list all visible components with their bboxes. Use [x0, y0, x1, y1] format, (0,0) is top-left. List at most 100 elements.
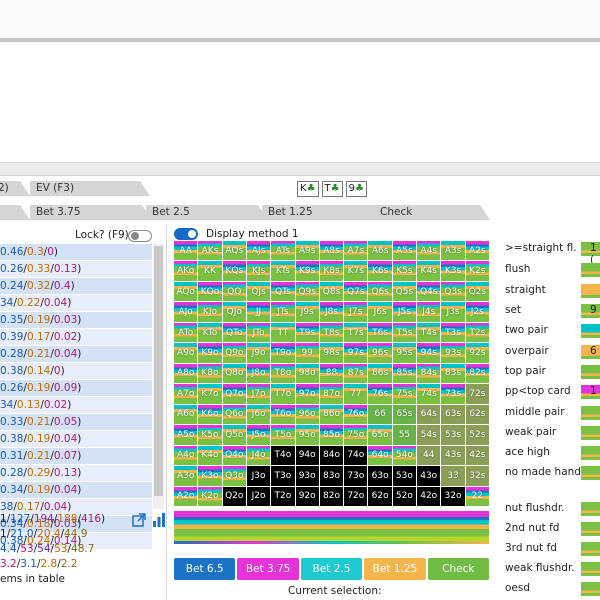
hand-cell[interactable]: 75o [344, 425, 368, 445]
bar-chart-icon[interactable] [152, 513, 166, 527]
hand-cell[interactable]: Q8s [319, 281, 344, 302]
hand-cell[interactable]: Q5o [222, 425, 246, 445]
hand-cell[interactable]: 54o [392, 445, 417, 466]
ev-row[interactable]: 0.38/0.14/0) [0, 363, 152, 380]
hand-cell[interactable]: 97o [295, 384, 319, 404]
hand-cell[interactable]: A4o [174, 445, 198, 466]
hand-cell[interactable]: A7o [174, 384, 198, 404]
hand-cell[interactable]: 96o [295, 404, 319, 425]
hand-cell[interactable]: KJo [198, 302, 222, 322]
hand-cell[interactable]: 52s [465, 425, 489, 445]
hand-cell[interactable]: J7s [344, 302, 368, 322]
hand-cell[interactable]: 85o [319, 425, 344, 445]
hand-cell[interactable]: 42o [417, 486, 441, 506]
hand-cell[interactable]: T8s [319, 322, 344, 343]
hand-cell[interactable]: 55 [392, 425, 417, 445]
hand-cell[interactable]: 86o [319, 404, 344, 425]
hand-cell[interactable]: J5o [246, 425, 271, 445]
hand-cell[interactable]: 83o [319, 466, 344, 486]
hand-cell[interactable]: Q4o [222, 445, 246, 466]
hand-cell[interactable]: 97s [344, 343, 368, 363]
ev-row[interactable]: 34/0.13/0.02) [0, 397, 152, 414]
hand-cell[interactable]: K7o [198, 384, 222, 404]
hand-cell[interactable]: JTo [246, 322, 271, 343]
hand-cell[interactable]: 63o [368, 466, 392, 486]
hand-cell[interactable]: 43s [441, 445, 465, 466]
tab-bet-25[interactable]: Bet 2.5 [146, 205, 268, 220]
hand-cell[interactable]: 74s [417, 384, 441, 404]
hand-cell[interactable]: J4o [246, 445, 271, 466]
hand-cell[interactable]: J5s [392, 302, 417, 322]
hand-cell[interactable]: A7s [344, 241, 368, 261]
hand-cell[interactable]: QJo [222, 302, 246, 322]
hand-cell[interactable]: 32o [441, 486, 465, 506]
hand-cell[interactable]: 84s [417, 363, 441, 384]
hand-cell[interactable]: AJs [246, 241, 271, 261]
hand-cell[interactable]: 76s [368, 384, 392, 404]
hand-cell[interactable]: K9s [295, 261, 319, 281]
hand-cell[interactable]: A2s [465, 241, 489, 261]
hand-cell[interactable]: QTs [271, 281, 295, 302]
hand-cell[interactable]: A2o [174, 486, 198, 506]
hand-cell[interactable]: T5o [271, 425, 295, 445]
hand-cell[interactable]: K7s [344, 261, 368, 281]
ev-row[interactable]: 38/0.17/0.04) [0, 499, 152, 516]
hand-cell[interactable]: J6s [368, 302, 392, 322]
hand-cell[interactable]: 98s [319, 343, 344, 363]
hand-cell[interactable]: T9o [271, 343, 295, 363]
hand-cell[interactable]: Q6s [368, 281, 392, 302]
hand-cell[interactable]: T4s [417, 322, 441, 343]
hand-cell[interactable]: A5o [174, 425, 198, 445]
hand-cell[interactable]: AKs [198, 241, 222, 261]
action-button[interactable]: Bet 3.75 [237, 558, 299, 580]
external-link-icon[interactable] [132, 513, 146, 527]
tab-bet-125[interactable]: Bet 1.25 [262, 205, 384, 220]
hand-cell[interactable]: Q7s [344, 281, 368, 302]
hand-cell[interactable]: 75s [392, 384, 417, 404]
hand-cell[interactable]: 88 [319, 363, 344, 384]
hand-cell[interactable]: K5o [198, 425, 222, 445]
hand-cell[interactable]: 98o [295, 363, 319, 384]
hand-cell[interactable]: J3s [441, 302, 465, 322]
scroll-thumb[interactable] [154, 246, 163, 496]
hand-cell[interactable]: KQs [222, 261, 246, 281]
action-button[interactable]: Check [427, 558, 490, 580]
hand-cell[interactable]: T2o [271, 486, 295, 506]
hand-cell[interactable]: ATs [271, 241, 295, 261]
hand-cell[interactable]: J8s [319, 302, 344, 322]
hand-cell[interactable]: K4o [198, 445, 222, 466]
hand-cell[interactable]: QTo [222, 322, 246, 343]
tab-prev[interactable]: 2) [0, 181, 30, 196]
hand-cell[interactable]: A6o [174, 404, 198, 425]
hand-cell[interactable]: 74o [344, 445, 368, 466]
ev-row[interactable]: 0.24/0.32/0.4) [0, 278, 152, 295]
hand-cell[interactable]: 94o [295, 445, 319, 466]
hand-cell[interactable]: Q2o [222, 486, 246, 506]
tab-first-stub[interactable] [0, 205, 30, 220]
hand-cell[interactable]: 65s [392, 404, 417, 425]
hand-cell[interactable]: Q7o [222, 384, 246, 404]
hand-cell[interactable]: K9o [198, 343, 222, 363]
hand-cell[interactable]: 76o [344, 404, 368, 425]
hand-cell[interactable]: 72o [344, 486, 368, 506]
hand-cell[interactable]: 95o [295, 425, 319, 445]
hand-cell[interactable]: ATo [174, 322, 198, 343]
hand-cell[interactable]: 85s [392, 363, 417, 384]
hand-cell[interactable]: AKo [174, 261, 198, 281]
hand-cell[interactable]: 93s [441, 343, 465, 363]
hand-cell[interactable]: 44 [417, 445, 441, 466]
hand-cell[interactable]: A4s [417, 241, 441, 261]
lock-toggle[interactable] [128, 230, 152, 242]
hand-cell[interactable]: K8o [198, 363, 222, 384]
hand-cell[interactable]: 87o [319, 384, 344, 404]
hand-cell[interactable]: T8o [271, 363, 295, 384]
hand-cell[interactable]: 32s [465, 466, 489, 486]
hand-cell[interactable]: 66 [368, 404, 392, 425]
ev-row[interactable]: 0.39/0.17/0.02) [0, 329, 152, 346]
hand-cell[interactable]: KQo [198, 281, 222, 302]
hand-cell[interactable]: 62o [368, 486, 392, 506]
hand-cell[interactable]: T3o [271, 466, 295, 486]
hand-cell[interactable]: J3o [246, 466, 271, 486]
hand-cell[interactable]: 83s [441, 363, 465, 384]
hand-cell[interactable]: 65o [368, 425, 392, 445]
